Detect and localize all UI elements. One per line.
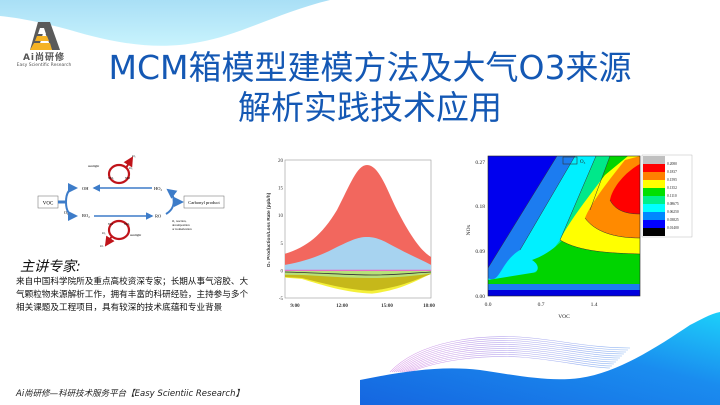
o3-annotation: O₃ xyxy=(580,160,586,165)
legend-level-0: 0.2080 xyxy=(667,162,677,166)
o3-isopleth-chart: O₃ 0.27 0.18 0.09 0.00 0.0 0.7 1.4 VOC N… xyxy=(466,154,693,320)
voc-reaction-diagram: VOC OH O₂ RO₂ HO₂ RO Carbonyl product O₂… xyxy=(37,154,225,247)
x-tick-00: 0.0 xyxy=(485,302,492,308)
footer-platform-text: Ai尚研修—科研技术服务平台【Easy Scientiic Research】 xyxy=(16,389,244,399)
y-tick-009: 0.09 xyxy=(475,249,485,255)
logo-a-icon xyxy=(30,22,60,50)
x-axis-label: VOC xyxy=(558,314,570,320)
svg-text:-5: -5 xyxy=(279,297,284,302)
legend-level-3: 0.1352 xyxy=(667,186,677,190)
legend-level-6: 0.06250 xyxy=(667,210,679,214)
ro-note-2: decomposition xyxy=(172,223,190,227)
top-o2-label: O₂ xyxy=(129,166,134,170)
legend-level-4: 0.1110 xyxy=(667,194,677,198)
top-sunlight-label: sunlight xyxy=(88,164,99,168)
title-line-1: MCM箱模型建模方法及大气O3来源 xyxy=(108,48,632,87)
expert-description: 来自中国科学院所及重点高校资深专家；长期从事气溶胶、大气颗粒物来源解析工作，拥有… xyxy=(16,277,249,313)
svg-text:15: 15 xyxy=(278,187,284,192)
y-axis-label: NOx xyxy=(466,224,472,235)
ro-note-1: O₂ reaction, xyxy=(172,219,187,224)
bottom-o3-label: O₃ xyxy=(100,244,105,247)
oh-label: OH xyxy=(82,186,89,191)
logo-name-cn: Ai尚研修 xyxy=(22,53,66,63)
bottom-wave-decoration xyxy=(360,312,720,405)
x-tick-1: 12:00 xyxy=(336,304,348,309)
page-title: MCM箱模型建模方法及大气O3来源 解析实践技术应用 xyxy=(80,48,660,128)
y-tick-027: 0.27 xyxy=(475,160,485,166)
legend-level-7: 0.03825 xyxy=(667,218,679,222)
svg-text:0: 0 xyxy=(281,269,284,274)
logo-name-en: Easy Scientific Research xyxy=(16,63,72,68)
ro-label: RO xyxy=(155,214,162,219)
series-blue-area xyxy=(285,237,431,271)
svg-text:10: 10 xyxy=(278,214,284,219)
expert-heading: 主讲专家: xyxy=(20,259,81,275)
ho2-label: HO₂ xyxy=(154,186,162,191)
legend-level-1: 0.1837 xyxy=(667,170,677,174)
bottom-no-label: NO xyxy=(108,222,114,226)
bottom-no2-label: NO₂ xyxy=(124,222,131,226)
y-tick-018: 0.18 xyxy=(475,204,485,210)
bottom-o2-label: O₂ xyxy=(102,231,107,235)
y-axis-label: O₃ Production/Loss Rate (ppb/h) xyxy=(266,192,272,267)
y-tick-000: 0.00 xyxy=(475,294,485,300)
ro2-label: RO₂ xyxy=(82,213,90,218)
series-red-area xyxy=(285,165,431,271)
legend-level-2: 0.1595 xyxy=(667,178,677,182)
legend-level-5: 0.08675 xyxy=(667,202,679,206)
svg-text:20: 20 xyxy=(278,159,284,164)
carbonyl-product-label: Carbonyl product xyxy=(188,200,220,205)
top-no-label: NO xyxy=(125,176,131,180)
x-tick-3: 18:00 xyxy=(423,304,435,309)
title-line-2: 解析实践技术应用 xyxy=(238,88,502,127)
top-o3-label: O₃ xyxy=(132,154,137,158)
contour-legend: 0.2080 0.1837 0.1595 0.1352 0.1110 0.086… xyxy=(641,154,693,238)
o3-rate-chart: 20 15 10 5 0 -5 9:00 12:00 15:00 18:00 O… xyxy=(266,159,435,309)
legend-level-8: 0.01400 xyxy=(667,226,679,230)
brand-logo: Ai尚研修 Easy Scientific Research xyxy=(14,22,74,72)
voc-label: VOC xyxy=(43,202,54,207)
x-tick-14: 1.4 xyxy=(591,302,598,308)
x-tick-0: 9:00 xyxy=(290,304,300,309)
top-no2-label: NO₂ xyxy=(108,176,115,180)
top-wave-decoration xyxy=(0,0,330,46)
series-green-area xyxy=(285,270,431,278)
x-tick-2: 15:00 xyxy=(381,304,393,309)
o2-label: O₂ xyxy=(64,210,69,215)
svg-text:5: 5 xyxy=(281,242,284,247)
bottom-sunlight-label: sunlight xyxy=(130,233,141,237)
o3-rate-plot: 20 15 10 5 0 -5 9:00 12:00 15:00 18:00 O… xyxy=(266,159,435,309)
x-tick-07: 0.7 xyxy=(538,302,545,308)
ro-note-3: or isomerization xyxy=(172,227,192,231)
